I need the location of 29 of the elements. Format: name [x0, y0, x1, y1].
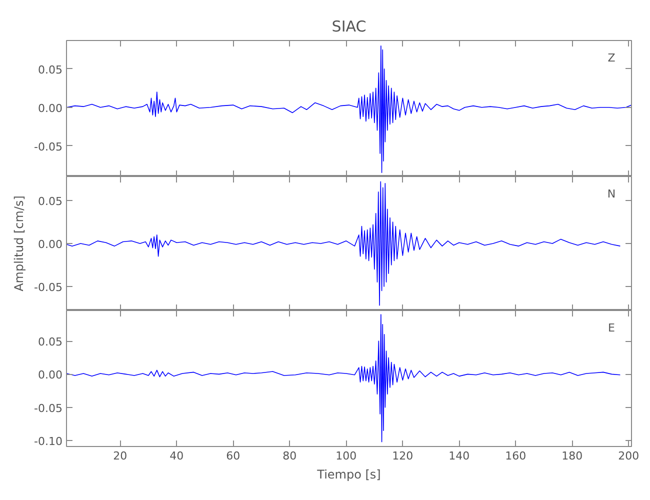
y-tick-label: -0.05 [34, 140, 63, 154]
x-tick-label: 200 [618, 450, 640, 462]
annotation: N [607, 188, 616, 200]
y-tick-label: 0.00 [38, 102, 63, 115]
x-tick-label: 140 [448, 450, 470, 462]
x-tick-label: 100 [336, 450, 357, 462]
y-tick-label: 0.05 [38, 336, 63, 349]
y-tick-label: -0.05 [34, 280, 63, 294]
line-series [66, 45, 632, 174]
x-tick-label: 120 [392, 450, 414, 462]
x-tick-label: 80 [282, 450, 297, 462]
y-tick-label: 0.00 [38, 368, 63, 382]
x-tick-label: 20 [113, 450, 128, 462]
annotation: E [608, 322, 616, 334]
y-tick-label: 0.00 [38, 238, 63, 251]
y-tick-label: -0.05 [34, 402, 63, 415]
x-axis-title: Tiempo [s] [316, 468, 381, 482]
x-tick-label: 160 [505, 450, 526, 462]
x-tick-label: 60 [226, 450, 240, 462]
line-series [66, 314, 621, 442]
y-tick-label: -0.10 [34, 435, 63, 448]
line-series [66, 181, 621, 306]
y-tick-label: 0.05 [38, 63, 63, 76]
chart-title: SIAC [332, 18, 366, 36]
x-tick-label: 40 [170, 450, 184, 462]
y-tick-label: 0.05 [38, 195, 63, 208]
x-tick-label: 180 [562, 450, 583, 462]
y-axis-title: Amplitud [cm/s] [12, 196, 26, 292]
annotation: Z [608, 52, 616, 64]
